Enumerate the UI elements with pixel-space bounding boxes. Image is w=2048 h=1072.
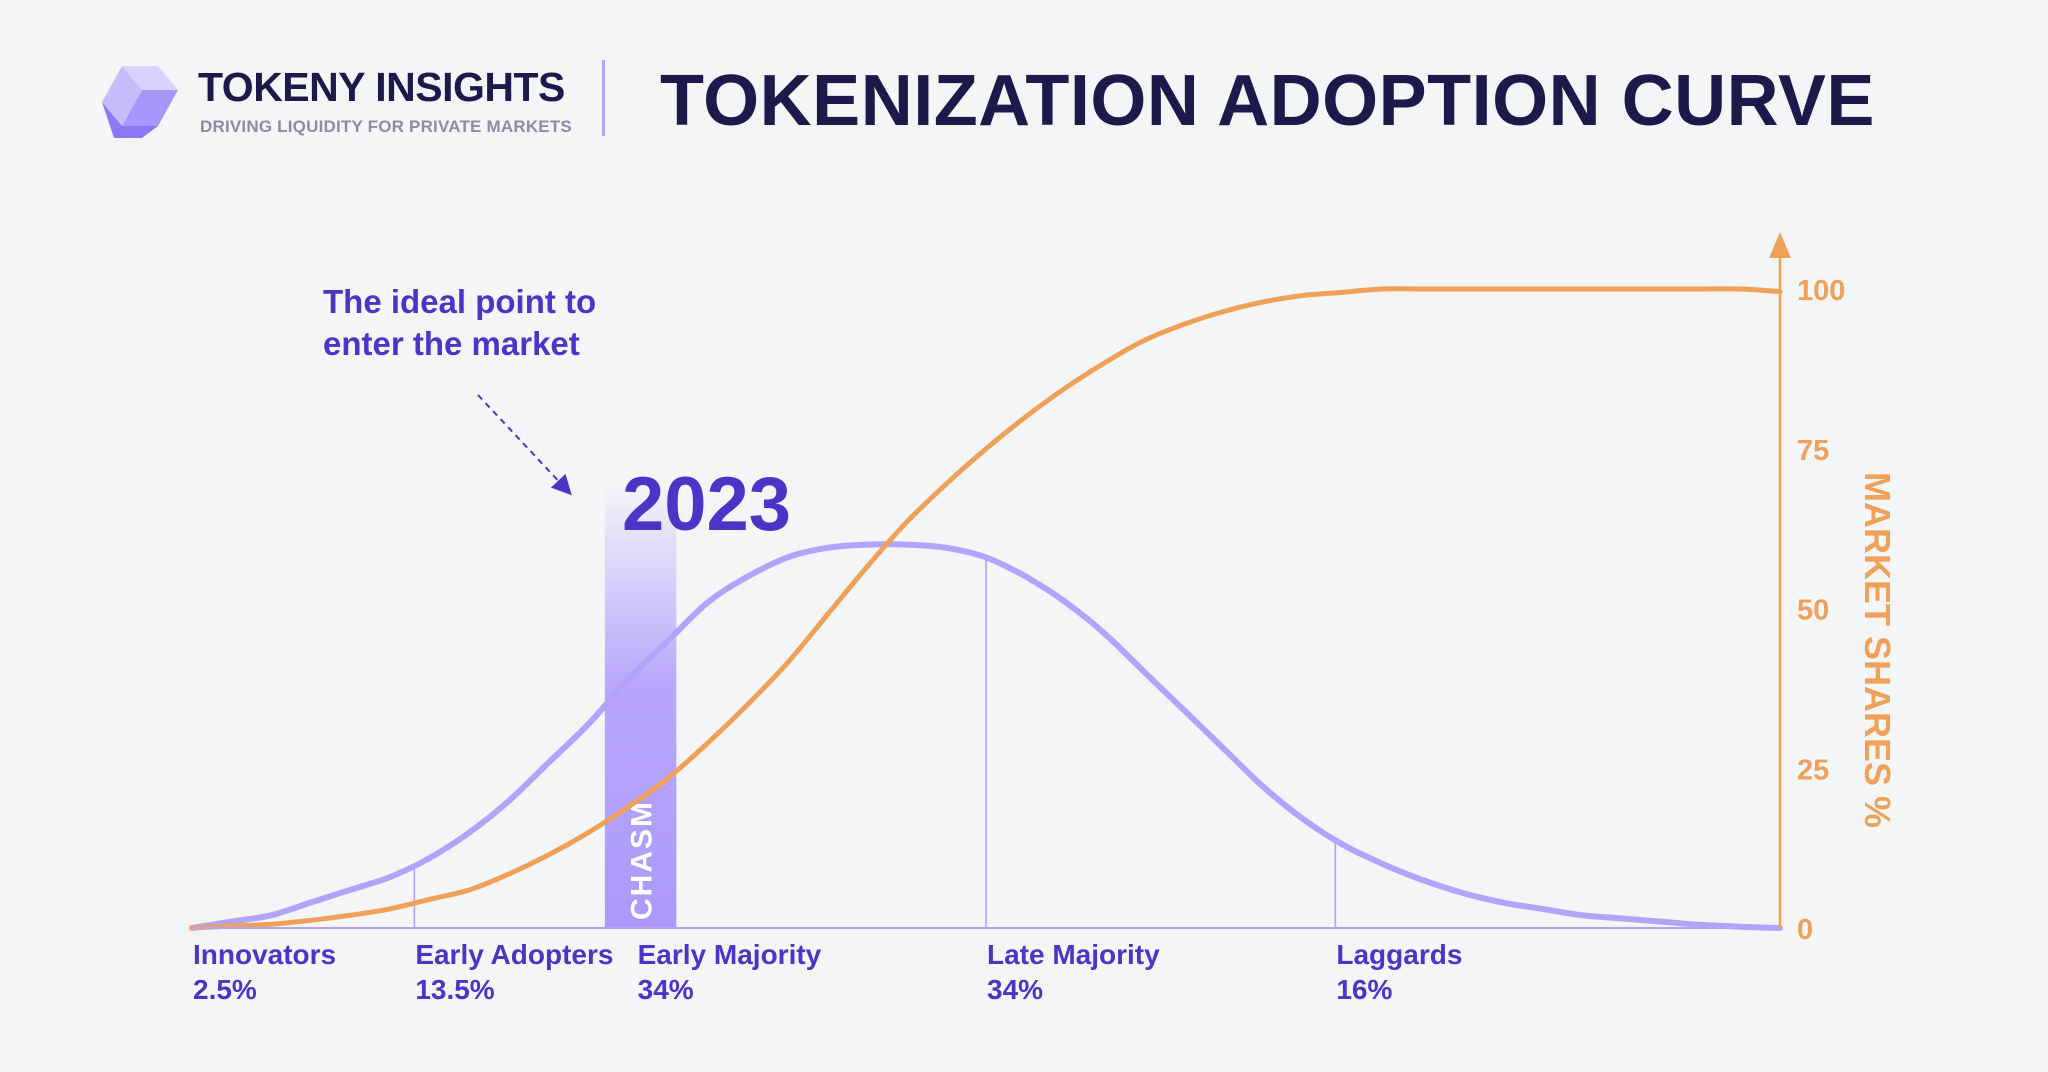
adoption-bell-curve <box>189 541 1783 931</box>
brand-name: TOKENY INSIGHTS <box>198 64 565 110</box>
page-title: TOKENIZATION ADOPTION CURVE <box>660 61 1875 141</box>
annotation-text: The ideal point to <box>323 283 596 320</box>
segment-share: 2.5% <box>193 974 257 1005</box>
segment-share: 34% <box>638 974 694 1005</box>
chasm-bar <box>604 485 677 928</box>
header-divider <box>602 60 605 136</box>
y-tick-label: 50 <box>1797 595 1829 627</box>
segment-name: Innovators <box>193 939 336 970</box>
y-axis-title: MARKET SHARES % <box>1857 472 1898 828</box>
tokeny-cube-icon <box>102 66 178 138</box>
y-axis-arrow-icon <box>1769 232 1791 258</box>
chasm-year-label: 2023 <box>622 462 791 547</box>
segment-share: 13.5% <box>415 974 494 1005</box>
segment-share: 16% <box>1336 974 1392 1005</box>
annotation-text: enter the market <box>323 325 580 362</box>
segment-share: 34% <box>987 974 1043 1005</box>
segment-name: Early Adopters <box>415 939 613 970</box>
y-tick-label: 25 <box>1797 754 1829 786</box>
brand-tagline: DRIVING LIQUIDITY FOR PRIVATE MARKETS <box>200 117 572 136</box>
segment-name: Laggards <box>1336 939 1462 970</box>
annotation-arrow-icon <box>477 394 572 496</box>
market-share-s-curve <box>189 286 1783 931</box>
y-tick-label: 100 <box>1797 275 1845 307</box>
y-tick-label: 0 <box>1797 914 1813 946</box>
segment-name: Early Majority <box>638 939 822 970</box>
chasm-label: CHASM <box>626 800 659 920</box>
segment-name: Late Majority <box>987 939 1160 970</box>
y-tick-label: 75 <box>1797 435 1829 467</box>
